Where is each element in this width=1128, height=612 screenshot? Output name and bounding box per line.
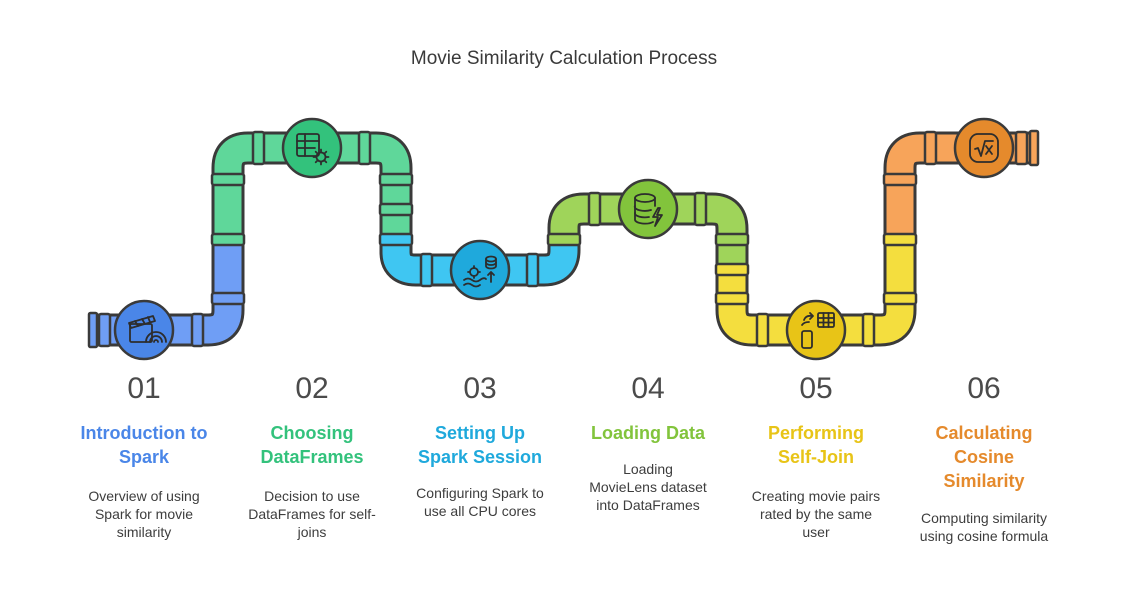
square-root-icon bbox=[953, 117, 1015, 179]
step-description: Computing similarity using cosine formul… bbox=[919, 510, 1049, 544]
flange bbox=[714, 262, 750, 277]
flange bbox=[210, 232, 246, 247]
step-title: Performing Self-Join bbox=[767, 423, 864, 467]
flange bbox=[755, 312, 770, 348]
step-4: Loading Data Loading MovieLens dataset i… bbox=[568, 421, 728, 514]
step-number-5: 05 bbox=[799, 372, 833, 405]
flange bbox=[357, 130, 372, 166]
flange bbox=[97, 312, 112, 348]
pipe-end-cap-right bbox=[1028, 129, 1040, 167]
step-5: Performing Self-Join Creating movie pair… bbox=[736, 421, 896, 541]
step-description: Creating movie pairs rated by the same u… bbox=[751, 488, 881, 540]
flange bbox=[861, 312, 876, 348]
flange bbox=[714, 232, 750, 247]
flange bbox=[882, 172, 918, 187]
flange bbox=[587, 191, 602, 227]
step-number-4: 04 bbox=[631, 372, 665, 405]
flange bbox=[419, 252, 434, 288]
step-title: Loading Data bbox=[590, 423, 705, 443]
database-bolt-icon bbox=[617, 178, 679, 240]
step-6: Calculating Cosine Similarity Computing … bbox=[904, 421, 1064, 545]
flange bbox=[714, 291, 750, 306]
flange bbox=[923, 130, 938, 166]
flange bbox=[378, 172, 414, 187]
pipe-end-cap-left bbox=[87, 311, 99, 349]
step-description: Configuring Spark to use all CPU cores bbox=[416, 485, 544, 519]
flange bbox=[378, 202, 414, 217]
step-description: Decision to use DataFrames for self-join… bbox=[248, 488, 376, 540]
step-description: Loading MovieLens dataset into DataFrame… bbox=[589, 461, 707, 513]
flange bbox=[882, 291, 918, 306]
table-gear-icon bbox=[281, 117, 343, 179]
step-1: Introduction to Spark Overview of using … bbox=[64, 421, 224, 541]
flange bbox=[190, 312, 205, 348]
step-title: Introduction to Spark bbox=[80, 423, 208, 467]
step-title: Setting Up Spark Session bbox=[417, 423, 543, 467]
flange bbox=[882, 232, 918, 247]
flange bbox=[1014, 130, 1029, 166]
step-number-2: 02 bbox=[295, 372, 329, 405]
join-table-icon bbox=[785, 299, 847, 361]
step-2: Choosing DataFrames Decision to use Data… bbox=[232, 421, 392, 541]
flange bbox=[378, 232, 414, 247]
page-title: Movie Similarity Calculation Process bbox=[410, 48, 718, 69]
step-number-1: 01 bbox=[127, 372, 161, 405]
flange bbox=[210, 172, 246, 187]
step-title: Calculating Cosine Similarity bbox=[935, 423, 1033, 491]
step-3: Setting Up Spark Session Configuring Spa… bbox=[400, 421, 560, 520]
step-number-3: 03 bbox=[463, 372, 497, 405]
flange bbox=[251, 130, 266, 166]
step-number-6: 06 bbox=[967, 372, 1001, 405]
film-clapper-icon bbox=[113, 299, 175, 361]
flange bbox=[210, 291, 246, 306]
flange bbox=[525, 252, 540, 288]
step-title: Choosing DataFrames bbox=[260, 423, 364, 467]
data-flow-icon bbox=[449, 239, 511, 301]
flange bbox=[546, 232, 582, 247]
step-description: Overview of using Spark for movie simila… bbox=[88, 488, 200, 540]
flange bbox=[693, 191, 708, 227]
